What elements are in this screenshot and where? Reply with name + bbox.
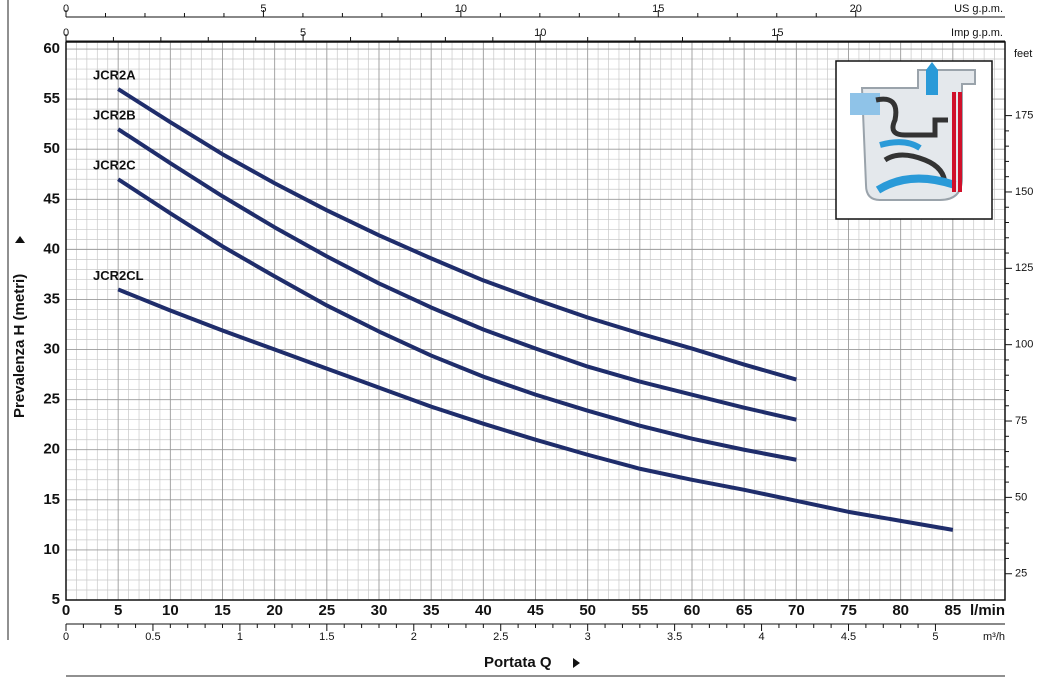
x-tick-label: 20 <box>266 602 283 619</box>
curve <box>117 87 797 382</box>
y-tick-label: 15 <box>43 491 60 508</box>
grid <box>65 42 1005 601</box>
y-arrow <box>15 236 25 243</box>
curve-label: JCR2C <box>93 158 136 173</box>
secondary-tick-label: 0 <box>63 3 69 15</box>
secondary-unit: Imp g.p.m. <box>951 27 1003 39</box>
secondary-unit: US g.p.m. <box>954 3 1003 15</box>
x-tick-label: 15 <box>214 602 231 619</box>
curve-label: JCR2CL <box>93 268 144 283</box>
secondary-tick-label: 5 <box>300 27 306 39</box>
x-tick-label: 50 <box>579 602 596 619</box>
y-tick-label: 45 <box>43 190 60 207</box>
y2-tick-label: 125 <box>1015 262 1033 274</box>
x-tick-label: 30 <box>371 602 388 619</box>
y-tick-label: 35 <box>43 290 60 307</box>
curve-label: JCR2B <box>93 108 136 123</box>
y2-tick-label: 25 <box>1015 568 1027 580</box>
secondary-tick-label: 0 <box>63 631 69 643</box>
y2-tick-label: 100 <box>1015 339 1033 351</box>
secondary-tick-label: 2 <box>411 631 417 643</box>
curve <box>117 177 797 462</box>
secondary-tick-label: 2.5 <box>493 631 508 643</box>
x-tick-label: 85 <box>944 602 961 619</box>
y-tick-label: 55 <box>43 90 60 107</box>
x-tick-label: 75 <box>840 602 857 619</box>
secondary-tick-label: 15 <box>771 27 783 39</box>
x-tick-label: 60 <box>684 602 701 619</box>
y-tick-label: 20 <box>43 441 60 458</box>
curve-label: JCR2A <box>93 68 136 83</box>
x-tick-label: 35 <box>423 602 440 619</box>
curve <box>117 287 954 532</box>
x-tick-label: 55 <box>631 602 648 619</box>
secondary-tick-label: 0.5 <box>145 631 160 643</box>
secondary-tick-label: 15 <box>652 3 664 15</box>
curve <box>117 127 797 422</box>
y2-tick-label: 75 <box>1015 415 1027 427</box>
x-tick-label: 45 <box>527 602 544 619</box>
y2-tick-label: 50 <box>1015 491 1027 503</box>
secondary-tick-label: 3.5 <box>667 631 682 643</box>
plot-frame <box>65 41 1006 601</box>
y2-unit: feet <box>1014 48 1032 60</box>
secondary-tick-label: 4.5 <box>841 631 856 643</box>
y-tick-label: 30 <box>43 341 60 358</box>
marks: JCR2A JCR2B JCR2C JCR2CL <box>93 68 954 532</box>
x-tick-label: 40 <box>475 602 492 619</box>
secondary-tick-label: 5 <box>260 3 266 15</box>
y-tick-label: 50 <box>43 140 60 157</box>
pump-diagram <box>835 60 993 220</box>
secondary-tick-label: 10 <box>534 27 546 39</box>
y-tick-label: 10 <box>43 541 60 558</box>
secondary-unit: m³/h <box>983 631 1005 643</box>
secondary-tick-label: 1 <box>237 631 243 643</box>
y-tick-label: 40 <box>43 240 60 257</box>
y-tick-label: 25 <box>43 391 60 408</box>
y-tick-label: 5 <box>52 591 60 608</box>
axes: 0 5 10 15 20 25 30 35 40 45 50 55 60 65 70 75 80 85 l/min5… <box>43 3 1033 643</box>
x-axis-title: Portata Q <box>484 654 552 671</box>
secondary-tick-label: 1.5 <box>319 631 334 643</box>
y-axis-title: Prevalenza H (metri) <box>11 274 28 418</box>
y2-tick-label: 175 <box>1015 110 1033 122</box>
x-tick-label: 0 <box>62 602 70 619</box>
x-arrow <box>573 658 580 668</box>
x-tick-label: 5 <box>114 602 122 619</box>
x-tick-label: 70 <box>788 602 805 619</box>
y-tick-label: 60 <box>43 40 60 57</box>
x-tick-label: 65 <box>736 602 753 619</box>
x-unit: l/min <box>970 602 1005 619</box>
secondary-tick-label: 10 <box>455 3 467 15</box>
secondary-tick-label: 0 <box>63 27 69 39</box>
x-tick-label: 10 <box>162 602 179 619</box>
secondary-tick-label: 20 <box>850 3 862 15</box>
secondary-tick-label: 5 <box>932 631 938 643</box>
secondary-tick-label: 3 <box>585 631 591 643</box>
x-tick-label: 25 <box>318 602 335 619</box>
secondary-tick-label: 4 <box>758 631 764 643</box>
x-tick-label: 80 <box>892 602 909 619</box>
y2-tick-label: 150 <box>1015 186 1033 198</box>
